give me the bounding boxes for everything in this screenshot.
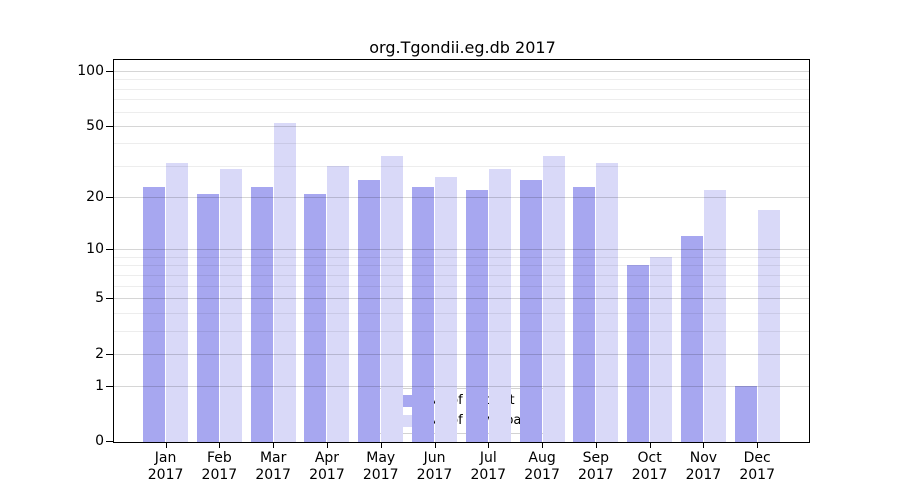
bar-downloads — [327, 165, 350, 442]
x-tick — [219, 443, 221, 448]
major-gridline — [114, 126, 809, 127]
bar-downloads — [219, 168, 242, 442]
bar-distinct-ips — [573, 186, 596, 442]
major-gridline — [114, 71, 809, 72]
x-tick — [434, 443, 436, 448]
x-tick-label: Dec 2017 — [739, 450, 775, 483]
y-tick — [106, 249, 113, 250]
y-tick — [106, 71, 113, 72]
bar-downloads — [381, 156, 404, 442]
legend-item-distinct-ips: Nb of distinct IPs — [385, 393, 539, 409]
bar-downloads — [435, 177, 457, 442]
x-tick — [757, 443, 759, 448]
bar-distinct-ips — [250, 186, 273, 442]
y-tick — [106, 197, 113, 198]
y-tick-label: 10 — [86, 241, 104, 257]
y-tick-label: 1 — [95, 378, 104, 394]
bar-downloads — [488, 168, 511, 442]
bar-downloads — [757, 209, 780, 442]
x-tick — [165, 443, 167, 448]
x-tick-label: Jan 2017 — [147, 450, 184, 483]
x-tick-label: Oct 2017 — [631, 450, 668, 483]
x-tick — [273, 443, 275, 448]
bar-downloads — [650, 256, 673, 442]
bar-distinct-ips — [196, 193, 219, 442]
bar-distinct-ips — [734, 386, 757, 442]
legend-item-downloads: Nb of downloads — [385, 413, 539, 429]
bar-downloads — [703, 189, 726, 442]
y-tick — [106, 298, 113, 299]
bar-distinct-ips — [412, 186, 434, 442]
bar-downloads — [166, 163, 189, 442]
y-tick-label: 5 — [95, 290, 104, 306]
minor-gridline — [114, 99, 809, 100]
y-tick-label: 50 — [86, 118, 104, 134]
bar-downloads — [273, 122, 296, 442]
x-tick-label: Sep 2017 — [578, 450, 614, 483]
bar-distinct-ips — [519, 180, 542, 442]
x-tick-label: Mar 2017 — [255, 450, 291, 483]
minor-gridline — [114, 143, 809, 144]
x-tick-label: Jun 2017 — [416, 450, 453, 483]
y-tick-label: 0 — [95, 433, 104, 449]
bar-distinct-ips — [627, 265, 650, 442]
x-tick-label: May 2017 — [362, 450, 399, 483]
plot-area: Nb of distinct IPs Nb of downloads 0 1 2 5 1… — [77, 59, 810, 483]
minor-gridline — [114, 79, 809, 80]
x-tick-label: Jul 2017 — [470, 450, 507, 483]
y-tick — [106, 386, 113, 387]
x-tick-label: Aug 2017 — [524, 450, 560, 483]
bar-distinct-ips — [358, 180, 381, 442]
y-tick-label: 100 — [77, 63, 104, 79]
x-tick-label: Nov 2017 — [685, 450, 722, 483]
minor-gridline — [114, 89, 809, 90]
x-tick-label: Apr 2017 — [309, 450, 345, 483]
bar-distinct-ips — [304, 193, 327, 442]
bar-distinct-ips — [680, 235, 703, 442]
y-tick-label: 20 — [86, 189, 104, 205]
x-tick — [649, 443, 651, 448]
y-tick — [106, 126, 113, 127]
x-tick — [703, 443, 705, 448]
bar-downloads — [596, 163, 619, 442]
x-tick — [595, 443, 597, 448]
x-tick — [542, 443, 544, 448]
x-tick — [380, 443, 382, 448]
x-tick-label: Feb 2017 — [201, 450, 238, 483]
y-tick — [106, 354, 113, 355]
y-tick-label: 2 — [95, 346, 104, 362]
bar-downloads — [542, 156, 565, 442]
bar-distinct-ips — [143, 186, 166, 442]
x-tick — [488, 443, 490, 448]
bar-distinct-ips — [465, 189, 488, 442]
minor-gridline — [114, 112, 809, 113]
chart-title: org.Tgondii.eg.db 2017 — [369, 38, 556, 57]
minor-gridline — [114, 166, 809, 167]
x-tick — [326, 443, 328, 448]
y-tick — [106, 441, 113, 442]
